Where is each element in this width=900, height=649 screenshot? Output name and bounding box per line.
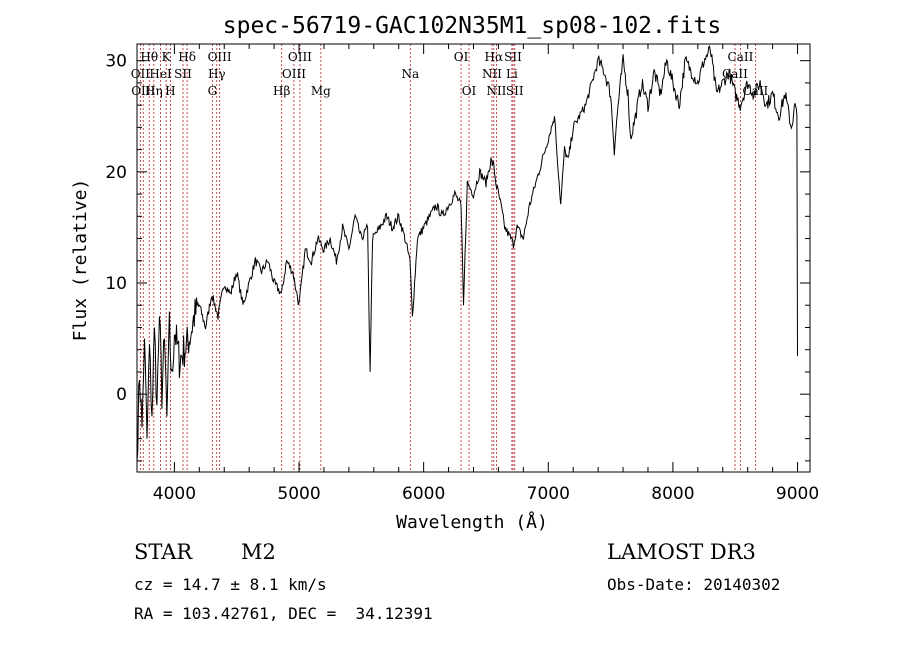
line-label-11: G: [208, 84, 218, 98]
redshift-cz: cz = 14.7 ± 8.1 km/s: [134, 575, 327, 594]
line-label-8: H: [165, 84, 175, 98]
y-axis-label: Flux (relative): [70, 179, 91, 342]
line-label-19: Hα: [485, 50, 504, 64]
line-label-5: Hη: [145, 84, 163, 98]
y-tick-label-1: 10: [105, 274, 127, 294]
x-tick-label-5: 9000: [776, 484, 819, 504]
line-label-21: NII: [486, 84, 506, 98]
object-subclass: M2: [241, 540, 276, 564]
observation-date: Obs-Date: 20140302: [607, 575, 781, 594]
line-label-6: Hδ: [178, 50, 196, 64]
line-label-4: HeI: [149, 67, 172, 81]
line-label-13: OIII: [282, 67, 306, 81]
line-label-22: SII: [504, 50, 522, 64]
line-label-18: OI: [462, 84, 477, 98]
x-ticks-layer: 4000 5000 6000 7000 8000 9000: [153, 44, 819, 504]
x-axis-label: Wavelength (Å): [396, 511, 548, 533]
survey-name: LAMOST DR3: [607, 540, 756, 564]
line-label-23: Li: [506, 67, 518, 81]
y-tick-label-0: 0: [116, 385, 127, 405]
line-label-15: Mg: [311, 84, 331, 98]
y-tick-label-3: 30: [105, 52, 127, 72]
y-ticks-layer: 0 10 20 30: [105, 52, 810, 462]
series-spectrum: [136, 44, 798, 461]
y-tick-label-2: 20: [105, 163, 127, 183]
x-tick-label-1: 5000: [277, 484, 320, 504]
x-tick-label-3: 7000: [527, 484, 570, 504]
line-label-14: Hβ: [273, 84, 290, 98]
chart-title: spec-56719-GAC102N35M1_sp08-102.fits: [223, 13, 722, 39]
line-label-16: Na: [401, 67, 419, 81]
line-label-25: CaII: [728, 50, 754, 64]
plot-frame: [136, 43, 811, 473]
x-tick-label-2: 6000: [402, 484, 445, 504]
line-label-7: SII: [174, 67, 192, 81]
x-tick-label-0: 4000: [153, 484, 196, 504]
x-tick-label-4: 8000: [651, 484, 694, 504]
line-label-17: OI: [454, 50, 469, 64]
line-label-12: OIII: [288, 50, 312, 64]
line-label-3: K: [162, 50, 172, 64]
object-class: STAR: [134, 540, 193, 564]
line-label-9: OIII: [208, 50, 232, 64]
line-label-20: NII: [482, 67, 502, 81]
line-label-10: Hγ: [208, 67, 226, 81]
sky-coordinates: RA = 103.42761, DEC = 34.12391: [134, 604, 433, 623]
series-layer: [136, 44, 798, 461]
line-label-24: SII: [506, 84, 524, 98]
line-label-1: OII: [131, 67, 151, 81]
line-label-0: Hθ: [140, 50, 158, 64]
line-markers-layer: [139, 44, 756, 472]
